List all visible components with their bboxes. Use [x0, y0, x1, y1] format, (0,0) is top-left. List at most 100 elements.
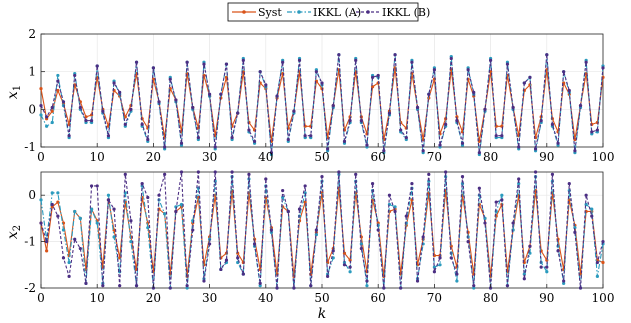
- data-point-ikkl-b-x1: [151, 66, 155, 70]
- data-point-ikkl-a-x2: [432, 265, 436, 269]
- data-point-ikkl-b-x1: [213, 145, 217, 149]
- data-point-syst-x1: [123, 115, 127, 119]
- data-point-ikkl-b-x2: [590, 214, 594, 218]
- data-point-ikkl-b-x2: [455, 272, 459, 276]
- tick-label-x-x1: 30: [202, 150, 217, 164]
- data-point-ikkl-b-x1: [168, 77, 172, 81]
- data-point-ikkl-a-x2: [67, 260, 71, 265]
- data-point-ikkl-b-x2: [241, 272, 245, 276]
- data-point-ikkl-b-x1: [359, 119, 363, 123]
- data-point-ikkl-b-x2: [528, 244, 532, 248]
- data-point-ikkl-b-x2: [556, 249, 560, 253]
- data-point-ikkl-b-x1: [275, 94, 279, 98]
- data-point-ikkl-b-x2: [264, 177, 268, 181]
- data-point-ikkl-b-x2: [421, 235, 425, 239]
- data-point-ikkl-b-x2: [134, 284, 139, 288]
- tick-label-x-x2: 80: [483, 291, 498, 305]
- data-point-ikkl-b-x2: [415, 279, 420, 283]
- data-point-ikkl-b-x2: [213, 170, 217, 174]
- tick-label-x-x1: 50: [314, 150, 329, 164]
- data-point-ikkl-b-x1: [432, 68, 436, 72]
- data-point-ikkl-b-x2: [275, 286, 279, 290]
- data-point-ikkl-b-x1: [174, 98, 178, 102]
- data-point-ikkl-b-x1: [522, 81, 526, 85]
- data-point-ikkl-b-x2: [303, 184, 307, 188]
- tick-label-y-x1: 0: [28, 102, 36, 116]
- data-point-ikkl-b-x2: [224, 258, 229, 262]
- data-point-ikkl-b-x2: [157, 193, 161, 197]
- data-point-ikkl-b-x1: [348, 119, 352, 123]
- data-point-ikkl-b-x2: [286, 209, 290, 214]
- data-point-ikkl-b-x2: [460, 175, 465, 179]
- data-point-syst-x2: [303, 200, 307, 204]
- data-point-ikkl-b-x1: [595, 128, 599, 132]
- data-point-ikkl-b-x2: [50, 202, 54, 207]
- data-point-ikkl-b-x2: [314, 228, 318, 232]
- data-point-syst-x1: [370, 85, 375, 89]
- data-point-ikkl-b-x1: [134, 60, 139, 64]
- legend-label-syst: Syst: [258, 6, 282, 19]
- tick-label-x-x1: 90: [539, 150, 554, 164]
- data-point-ikkl-b-x1: [196, 135, 200, 140]
- data-point-ikkl-b-x1: [505, 62, 510, 66]
- series-line-ikkl-b-x1: [40, 54, 604, 154]
- legend-entry-ikkl-a: IKKL (A): [287, 6, 361, 19]
- data-point-ikkl-b-x1: [264, 83, 268, 87]
- data-point-ikkl-b-x1: [556, 141, 560, 145]
- ylabel-x1: x1: [5, 85, 23, 99]
- data-point-ikkl-b-x2: [354, 172, 358, 176]
- data-point-ikkl-b-x1: [140, 122, 144, 126]
- data-point-syst-x1: [39, 87, 43, 91]
- data-point-ikkl-b-x1: [387, 111, 392, 115]
- data-point-ikkl-b-x2: [533, 170, 538, 174]
- tick-label-x-x2: 10: [90, 291, 105, 305]
- data-point-ikkl-b-x1: [39, 103, 43, 108]
- data-point-ikkl-b-x1: [208, 92, 212, 96]
- data-point-ikkl-b-x1: [95, 64, 99, 68]
- data-point-ikkl-b-x2: [404, 214, 408, 218]
- data-point-ikkl-b-x2: [297, 207, 302, 211]
- data-point-ikkl-a-x2: [106, 193, 111, 197]
- data-point-ikkl-b-x2: [483, 221, 487, 225]
- data-point-ikkl-a-x2: [348, 270, 352, 274]
- data-point-ikkl-b-x2: [432, 270, 436, 274]
- data-point-ikkl-b-x2: [78, 246, 82, 251]
- legend: Syst IKKL (A) IKKL (B): [227, 2, 430, 22]
- data-point-ikkl-b-x2: [370, 182, 375, 186]
- data-point-ikkl-b-x2: [118, 284, 122, 288]
- data-point-ikkl-b-x1: [258, 70, 262, 74]
- data-point-ikkl-a-x2: [73, 209, 77, 214]
- tick-label-y-x2: -2: [24, 281, 36, 295]
- data-point-ikkl-b-x2: [382, 286, 386, 290]
- data-point-ikkl-a-x2: [78, 216, 82, 220]
- data-point-syst-x2: [56, 200, 60, 204]
- data-point-ikkl-a-x2: [438, 263, 442, 267]
- data-point-ikkl-b-x1: [45, 115, 49, 119]
- data-point-ikkl-b-x1: [584, 60, 588, 64]
- data-point-ikkl-b-x2: [376, 228, 380, 232]
- tick-label-x-x2: 100: [592, 291, 615, 305]
- tick-label-y-x1: 2: [28, 27, 36, 41]
- data-point-ikkl-b-x2: [573, 230, 577, 234]
- data-point-ikkl-b-x2: [281, 188, 285, 193]
- data-point-ikkl-b-x2: [179, 170, 184, 174]
- legend-marker-ikkl-b: [366, 10, 370, 14]
- ylabel-x2: x2: [5, 225, 23, 239]
- data-point-ikkl-b-x2: [578, 286, 583, 290]
- data-point-ikkl-b-x1: [567, 88, 571, 93]
- data-point-ikkl-b-x2: [89, 184, 94, 188]
- data-point-ikkl-b-x1: [376, 73, 380, 78]
- data-point-ikkl-b-x2: [393, 209, 397, 214]
- data-point-ikkl-b-x1: [511, 105, 515, 110]
- data-point-ikkl-a-x1: [56, 73, 60, 78]
- data-point-ikkl-b-x1: [106, 134, 111, 138]
- tick-label-x-x1: 10: [90, 150, 105, 164]
- data-point-syst-x2: [50, 205, 54, 209]
- data-point-ikkl-b-x1: [252, 139, 257, 143]
- data-point-ikkl-b-x2: [562, 279, 566, 283]
- data-point-ikkl-b-x1: [528, 75, 532, 79]
- data-point-ikkl-b-x1: [444, 122, 448, 126]
- data-point-ikkl-b-x1: [438, 143, 442, 147]
- data-point-ikkl-b-x1: [573, 149, 577, 153]
